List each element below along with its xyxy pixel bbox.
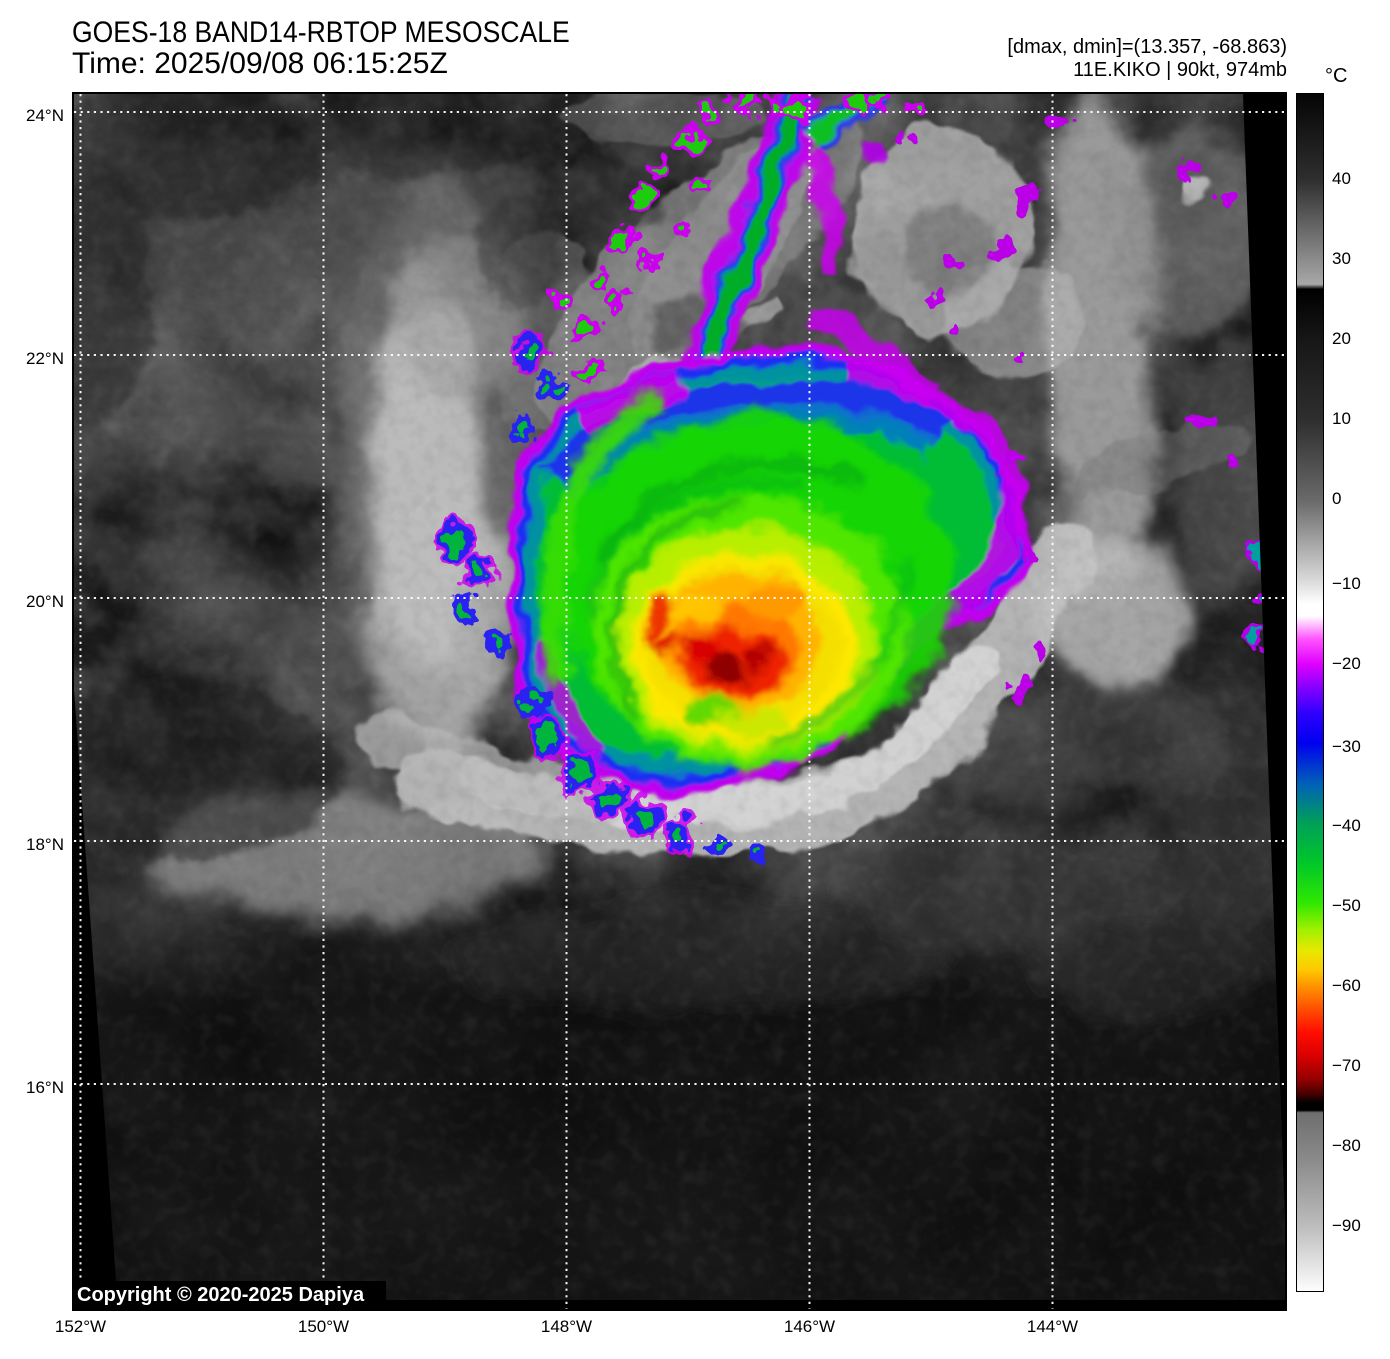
svg-text:Copyright © 2020-2025 Dapiya: Copyright © 2020-2025 Dapiya: [77, 1284, 365, 1306]
